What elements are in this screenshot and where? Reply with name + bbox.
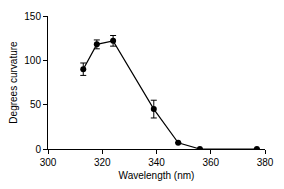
svg-text:150: 150 (24, 11, 41, 22)
svg-text:50: 50 (30, 99, 42, 110)
svg-text:100: 100 (24, 55, 41, 66)
svg-text:340: 340 (148, 157, 165, 168)
svg-text:320: 320 (94, 157, 111, 168)
svg-text:300: 300 (40, 157, 57, 168)
svg-text:380: 380 (257, 157, 274, 168)
svg-text:Wavelength (nm): Wavelength (nm) (119, 170, 195, 181)
svg-text:Degrees curvature: Degrees curvature (8, 41, 19, 124)
svg-text:0: 0 (35, 144, 41, 155)
svg-text:360: 360 (202, 157, 219, 168)
